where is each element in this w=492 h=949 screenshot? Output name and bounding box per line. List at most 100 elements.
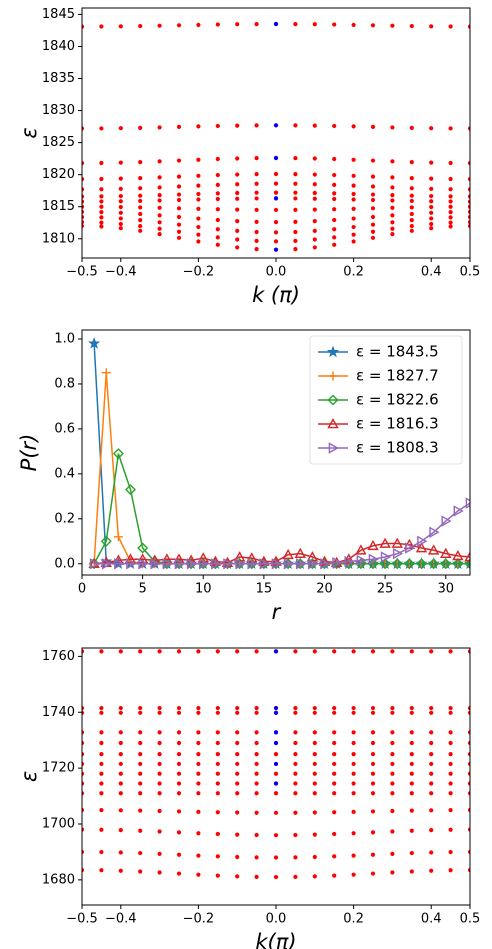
data-point [254, 832, 259, 838]
data-point [82, 209, 85, 214]
data-point [138, 160, 143, 165]
data-point [254, 649, 259, 654]
data-point [448, 752, 453, 757]
data-point [293, 238, 298, 243]
data-point [157, 705, 162, 711]
data-point [176, 192, 182, 197]
data-point [157, 193, 162, 198]
data-point [215, 781, 220, 786]
data-point [429, 199, 434, 204]
data-point [467, 740, 470, 746]
data-point [332, 791, 337, 796]
data-point [429, 24, 434, 29]
data-point [467, 791, 470, 796]
data-point [429, 730, 434, 735]
data-point [82, 791, 85, 796]
marker [150, 558, 161, 570]
marker [320, 558, 331, 570]
data-point [254, 181, 259, 186]
data-point [138, 223, 143, 229]
marker [427, 544, 440, 555]
data-point [448, 215, 453, 220]
data-point [157, 198, 162, 203]
data-point [351, 705, 356, 711]
data-point [99, 210, 104, 215]
data-point [332, 781, 337, 786]
data-point [82, 24, 85, 29]
data-point [390, 829, 395, 834]
data-point [312, 710, 317, 715]
data-point [332, 235, 337, 240]
data-point [293, 761, 298, 767]
x-tick-label: 0.5 [460, 912, 481, 927]
data-point [118, 740, 123, 746]
data-point [351, 730, 356, 735]
data-point [429, 210, 434, 215]
data-point [138, 730, 143, 735]
marker [464, 551, 470, 562]
data-point [273, 740, 279, 746]
data-point [273, 771, 279, 776]
data-point [351, 22, 356, 28]
marker [270, 555, 282, 566]
data-point [215, 156, 220, 162]
data-point [157, 213, 162, 218]
data-point [312, 190, 317, 196]
data-point [429, 781, 434, 786]
marker [391, 558, 403, 570]
marker [209, 555, 222, 566]
data-point [254, 810, 259, 815]
data-point [254, 781, 259, 786]
marker [138, 558, 149, 570]
marker [465, 497, 470, 509]
y-axis-label: ε [17, 771, 41, 782]
data-point [215, 227, 220, 232]
data-point [332, 740, 337, 746]
data-point [157, 23, 162, 28]
data-point [390, 752, 395, 757]
y-tick-label: 1740 [42, 705, 75, 720]
data-point [273, 649, 279, 654]
data-point [176, 124, 182, 130]
marker [283, 558, 295, 570]
data-point [235, 196, 240, 201]
data-point [138, 771, 143, 776]
data-point [99, 730, 104, 735]
data-point [176, 852, 182, 857]
data-point [157, 829, 162, 834]
data-point [351, 781, 356, 786]
data-point [370, 730, 376, 735]
data-point [157, 851, 162, 856]
data-point [196, 781, 201, 786]
data-point [99, 849, 104, 855]
data-point [351, 183, 356, 188]
data-point [215, 710, 220, 715]
data-point [215, 207, 220, 212]
data-point [332, 761, 337, 767]
data-point [215, 771, 220, 776]
data-point [273, 171, 279, 177]
legend-label: ε = 1822.6 [356, 391, 439, 409]
data-point [370, 852, 376, 857]
data-point [157, 232, 162, 237]
marker [186, 558, 198, 570]
data-point [390, 705, 395, 711]
data-point [429, 193, 434, 199]
data-point [370, 23, 376, 28]
data-point [99, 204, 104, 209]
data-point [312, 752, 317, 757]
data-point [332, 710, 337, 715]
data-point [254, 855, 259, 860]
marker [332, 556, 343, 569]
data-point [409, 850, 414, 856]
data-point [467, 194, 470, 199]
data-point [157, 730, 162, 735]
marker [452, 558, 464, 570]
data-point [448, 807, 453, 813]
data-point [138, 176, 143, 181]
data-point [273, 705, 279, 711]
data-point [448, 194, 453, 199]
data-point [138, 850, 143, 856]
data-point [351, 809, 356, 814]
